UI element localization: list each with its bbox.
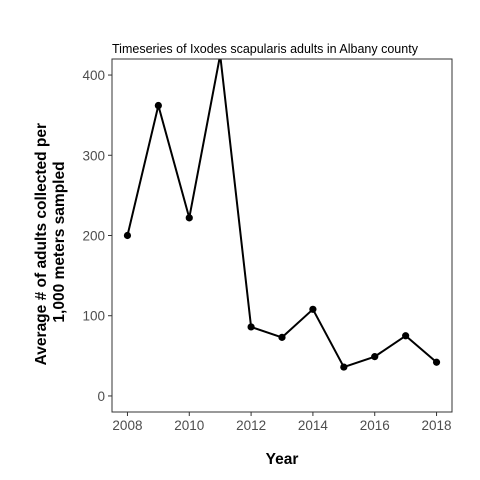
x-tick-label: 2012 xyxy=(236,418,266,433)
x-tick-label: 2008 xyxy=(112,418,142,433)
chart-title: Timeseries of Ixodes scapularis adults i… xyxy=(112,42,419,56)
data-point-2016 xyxy=(371,353,379,361)
data-point-2015 xyxy=(340,363,348,371)
x-axis-title: Year xyxy=(266,451,299,468)
data-point-2014 xyxy=(309,305,317,313)
y-axis-title-line-2: 1,000 meters sampled xyxy=(51,161,68,322)
data-point-2010 xyxy=(185,214,193,222)
data-point-2008 xyxy=(123,231,132,240)
x-tick-label: 2016 xyxy=(360,418,390,433)
y-tick-label: 300 xyxy=(82,148,105,163)
x-tick-label: 2010 xyxy=(174,418,204,433)
plot-area xyxy=(123,59,441,371)
series-line xyxy=(126,59,438,369)
data-point-2017 xyxy=(402,332,410,340)
y-tick-label: 400 xyxy=(82,68,105,83)
data-point-2013 xyxy=(278,333,286,341)
data-point-2018 xyxy=(432,358,441,366)
data-point-2009 xyxy=(154,101,162,110)
y-tick-label: 0 xyxy=(97,389,105,404)
y-tick-label: 100 xyxy=(82,309,105,324)
y-axis-title-line-1: Average # of adults collected per xyxy=(33,123,50,365)
x-tick-label: 2014 xyxy=(298,418,329,433)
x-tick-label: 2018 xyxy=(422,418,452,433)
y-axis: 0 100 200 300 400 xyxy=(82,68,112,404)
panel-border xyxy=(111,58,453,413)
y-axis-title: Average # of adults collected per 1,000 … xyxy=(33,119,68,366)
y-tick-label: 200 xyxy=(82,229,105,244)
data-point-2012 xyxy=(247,323,255,331)
x-axis: 2008 2010 2012 2014 2016 2018 xyxy=(112,412,452,433)
